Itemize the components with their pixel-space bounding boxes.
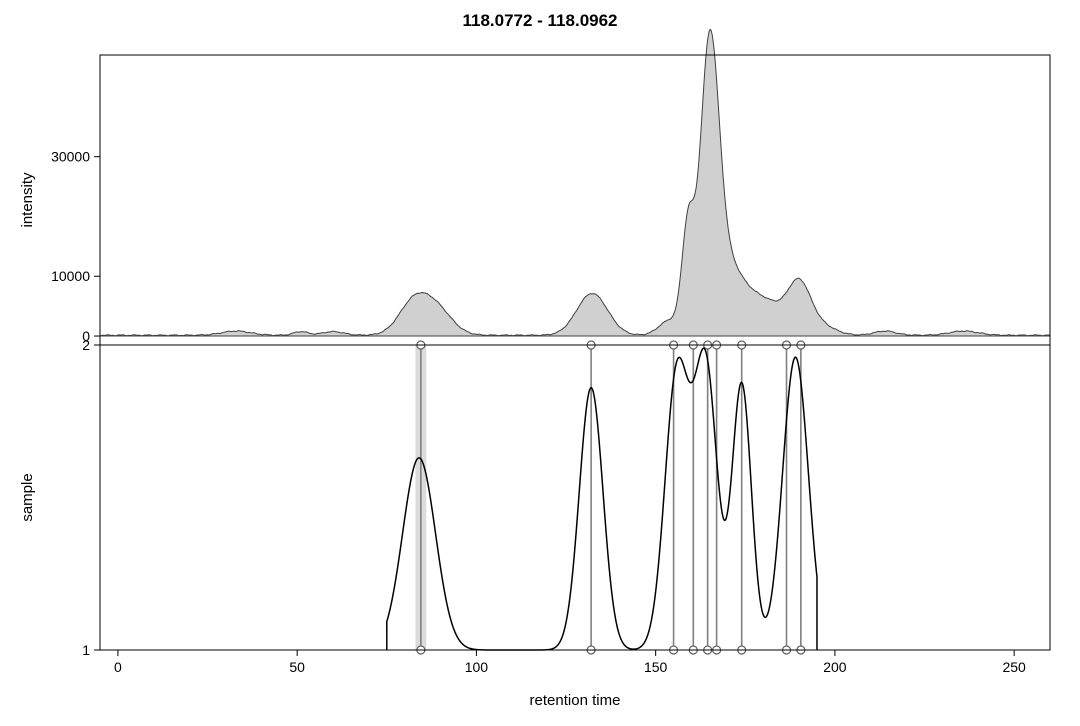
intensity-trace: [100, 29, 1050, 336]
bottom-panel-frame: [100, 345, 1050, 650]
x-tick-label: 0: [114, 659, 122, 675]
x-tick-label: 100: [465, 659, 489, 675]
sample-curve: [387, 348, 817, 650]
chart-container: 118.0772 - 118.0962 0 10000 30000 intensity 1…: [0, 0, 1080, 726]
x-axis-label: retention time: [530, 692, 621, 709]
x-tick-label: 50: [289, 659, 305, 675]
y-tick-label-bottom: 2: [82, 337, 90, 353]
chart-svg: 118.0772 - 118.0962 0 10000 30000 intensity 1…: [0, 0, 1080, 726]
x-tick-label: 200: [823, 659, 847, 675]
x-tick-label: 150: [644, 659, 668, 675]
y-tick-label-top: 30000: [51, 149, 90, 165]
y-tick-label-bottom: 1: [82, 642, 90, 658]
y-tick-label-top: 10000: [51, 268, 90, 284]
top-panel-frame: [100, 55, 1050, 345]
chart-title: 118.0772 - 118.0962: [462, 11, 617, 30]
y-axis-label-bottom: sample: [19, 473, 36, 521]
y-axis-label-top: intensity: [19, 172, 36, 228]
x-tick-label: 250: [1002, 659, 1026, 675]
